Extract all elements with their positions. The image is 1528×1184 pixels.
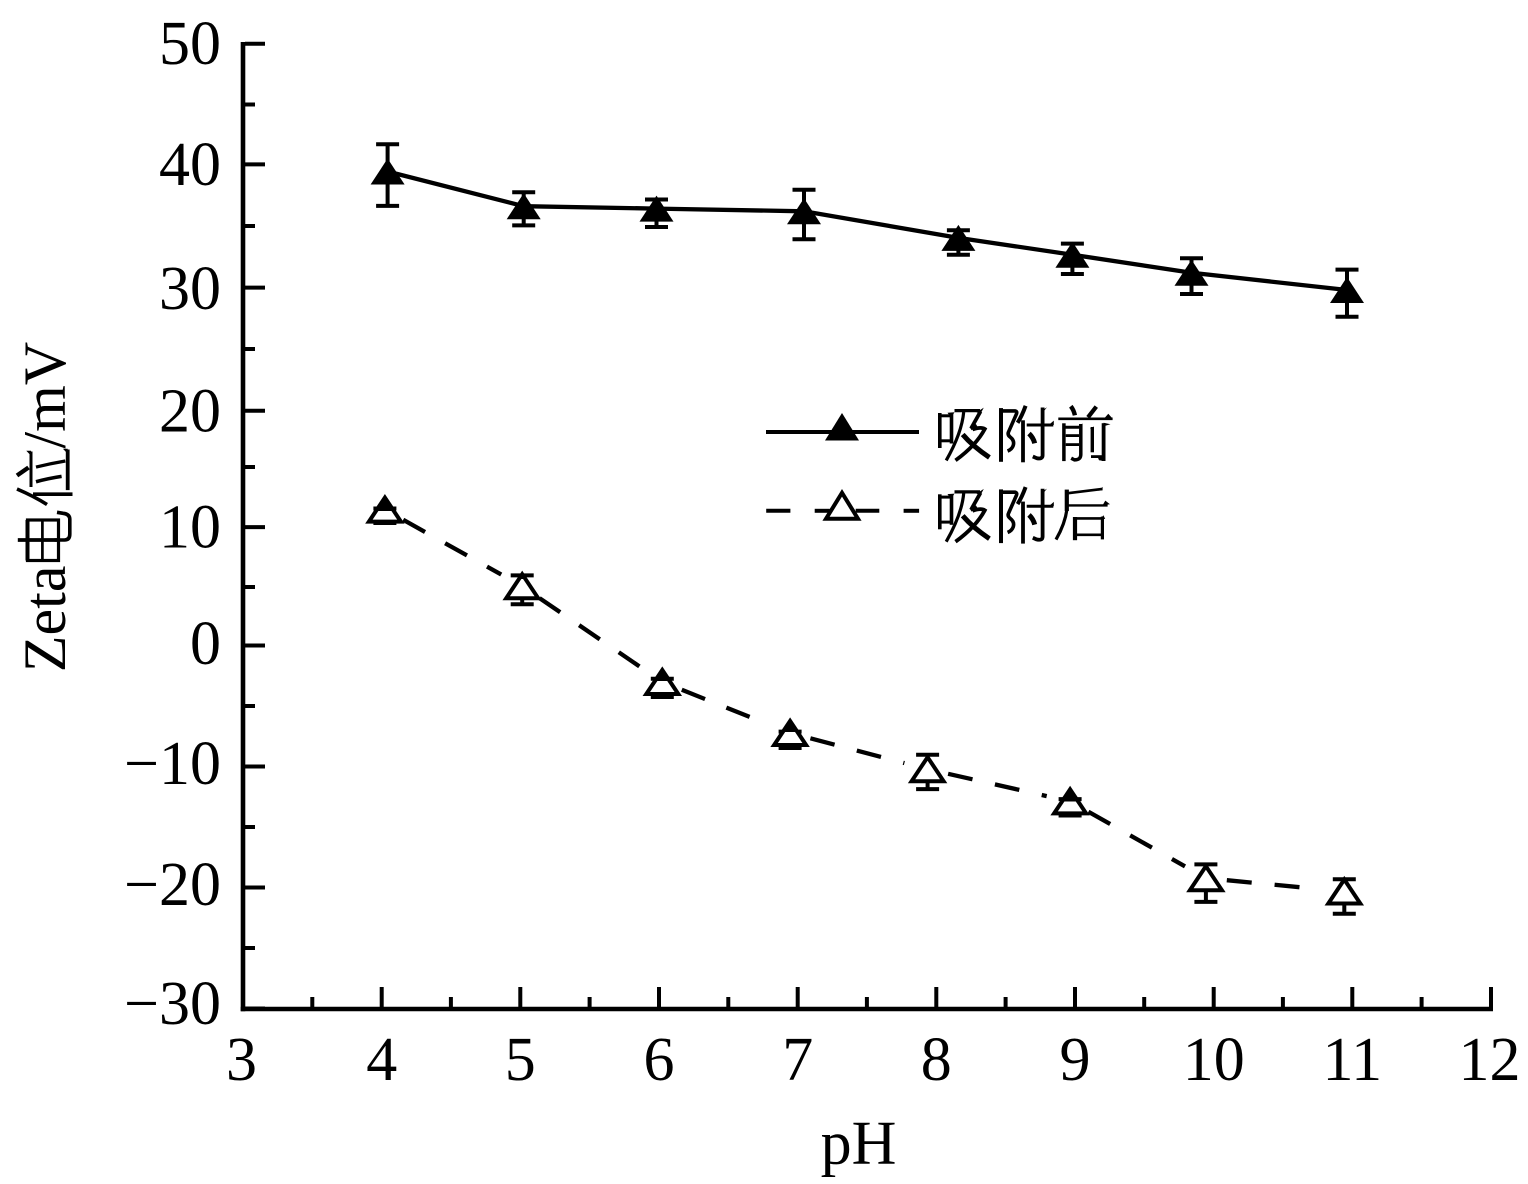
svg-text:4: 4	[366, 1026, 397, 1094]
svg-text:8: 8	[921, 1026, 952, 1094]
svg-text:10: 10	[1183, 1026, 1245, 1094]
svg-text:pH: pH	[821, 1110, 897, 1178]
svg-text:Zeta: Zeta	[12, 566, 78, 673]
svg-text:50: 50	[159, 10, 221, 78]
svg-text:−10: −10	[124, 730, 221, 798]
svg-text:7: 7	[782, 1026, 813, 1094]
svg-text:30: 30	[159, 255, 221, 323]
svg-text:3: 3	[226, 1026, 257, 1094]
svg-text:9: 9	[1060, 1026, 1091, 1094]
svg-text:10: 10	[159, 494, 221, 562]
svg-text:5: 5	[505, 1026, 536, 1094]
svg-text:20: 20	[159, 378, 221, 446]
svg-text:12: 12	[1459, 1026, 1521, 1094]
svg-text:−30: −30	[124, 970, 221, 1038]
svg-text:0: 0	[190, 610, 221, 678]
svg-text:/mV: /mV	[12, 342, 78, 449]
svg-text:11: 11	[1322, 1026, 1382, 1094]
svg-text:−20: −20	[124, 851, 221, 919]
svg-text:6: 6	[644, 1026, 675, 1094]
svg-text:40: 40	[159, 131, 221, 199]
